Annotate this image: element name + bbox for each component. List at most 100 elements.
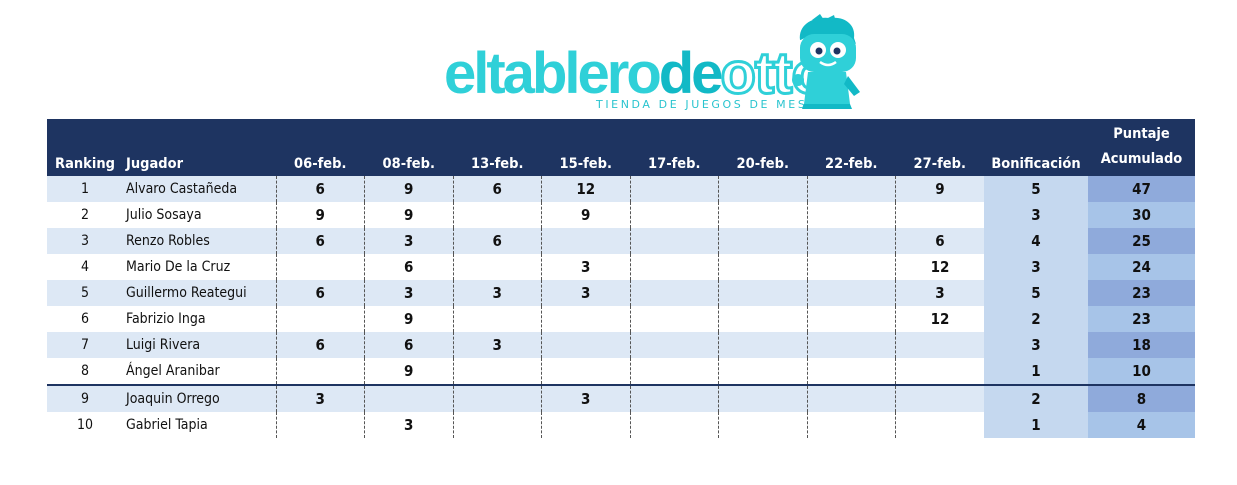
mascot-kid-icon: [792, 14, 860, 109]
bonus-cell: 2: [984, 384, 1088, 412]
bonus-cell: 5: [984, 176, 1088, 202]
score-cell: 3: [453, 280, 542, 306]
score-cell: [807, 202, 896, 228]
score-cell: [718, 202, 808, 228]
score-cell: [541, 332, 631, 358]
header-row: Ranking Jugador 06-feb. 08-feb. 13-feb. …: [47, 119, 1195, 176]
score-cell: [718, 306, 808, 332]
score-cell: [718, 358, 808, 385]
total-cell: 23: [1088, 306, 1195, 332]
score-cell: [807, 254, 896, 280]
score-cell: 12: [895, 254, 984, 280]
header-date: 17-feb.: [630, 119, 719, 176]
score-cell: [541, 306, 631, 332]
score-cell: [718, 332, 808, 358]
score-cell: 6: [364, 254, 454, 280]
score-cell: 3: [541, 254, 631, 280]
logo-word-de: de: [658, 41, 724, 106]
score-cell: [718, 228, 808, 254]
header-total-line1: Puntaje: [1113, 126, 1170, 142]
score-cell: 9: [364, 176, 454, 202]
total-cell: 23: [1088, 280, 1195, 306]
score-cell: 3: [541, 384, 631, 412]
logo-subtitle: TIENDA DE JUEGOS DE MESA: [596, 98, 818, 111]
score-cell: [718, 176, 808, 202]
score-cell: 9: [364, 306, 454, 332]
score-cell: 9: [276, 202, 365, 228]
table-row: 9 Joaquin Orrego 3 3 2 8: [47, 384, 1195, 412]
score-cell: [453, 384, 542, 412]
score-cell: 6: [453, 228, 542, 254]
score-cell: [630, 280, 719, 306]
score-cell: [807, 384, 896, 412]
score-cell: 12: [895, 306, 984, 332]
header-bonus: Bonificación: [984, 119, 1088, 176]
score-cell: [541, 412, 631, 438]
score-cell: [364, 384, 454, 412]
score-cell: 3: [364, 280, 454, 306]
score-cell: [630, 358, 719, 385]
score-cell: 9: [364, 358, 454, 385]
rank-cell: 8: [47, 358, 123, 385]
table-row: 7 Luigi Rivera 6 6 3 3 18: [47, 332, 1195, 358]
header-total-line2: Acumulado: [1100, 151, 1183, 167]
score-cell: [718, 412, 808, 438]
score-cell: [895, 332, 984, 358]
header-date: 20-feb.: [718, 119, 807, 176]
score-cell: [630, 332, 719, 358]
total-cell: 10: [1088, 358, 1195, 385]
player-name-cell: Alvaro Castañeda: [123, 176, 277, 202]
score-cell: [276, 412, 365, 438]
rank-cell: 1: [47, 176, 123, 202]
score-cell: [807, 332, 896, 358]
score-cell: 6: [453, 176, 542, 202]
table-header: Ranking Jugador 06-feb. 08-feb. 13-feb. …: [47, 119, 1195, 176]
score-cell: 3: [276, 384, 365, 412]
ranking-table: Ranking Jugador 06-feb. 08-feb. 13-feb. …: [47, 119, 1195, 438]
score-cell: [453, 412, 542, 438]
rank-cell: 9: [47, 384, 123, 412]
rank-cell: 7: [47, 332, 123, 358]
total-cell: 30: [1088, 202, 1195, 228]
score-cell: [276, 358, 365, 385]
score-cell: [718, 254, 808, 280]
score-cell: [807, 176, 896, 202]
table-row: 6 Fabrizio Inga 9 12 2 23: [47, 306, 1195, 332]
table-row: 3 Renzo Robles 6 3 6 6 4 25: [47, 228, 1195, 254]
rank-cell: 10: [47, 412, 123, 438]
total-cell: 4: [1088, 412, 1195, 438]
score-cell: [541, 358, 631, 385]
total-cell: 24: [1088, 254, 1195, 280]
header-date: 27-feb.: [895, 119, 984, 176]
score-cell: [630, 384, 719, 412]
score-cell: 9: [364, 202, 454, 228]
score-cell: [807, 280, 896, 306]
player-name-cell: Julio Sosaya: [123, 202, 277, 228]
score-cell: [541, 228, 631, 254]
score-cell: [630, 228, 719, 254]
rank-cell: 6: [47, 306, 123, 332]
logo-wordmark: eltablerodeotto: [444, 40, 828, 107]
score-cell: 9: [541, 202, 631, 228]
header-ranking: Ranking: [47, 119, 123, 176]
score-cell: [630, 254, 719, 280]
table-row: 8 Ángel Aranibar 9 1 10: [47, 358, 1195, 385]
score-cell: [453, 254, 542, 280]
player-name-cell: Guillermo Reategui: [123, 280, 277, 306]
bonus-cell: 1: [984, 358, 1088, 385]
score-cell: [807, 412, 896, 438]
score-cell: 6: [276, 280, 365, 306]
score-cell: [807, 228, 896, 254]
table-row: 1 Alvaro Castañeda 6 9 6 12 9 5 47: [47, 176, 1195, 202]
total-cell: 8: [1088, 384, 1195, 412]
player-name-cell: Gabriel Tapia: [123, 412, 277, 438]
score-cell: [807, 358, 896, 385]
table-row: 5 Guillermo Reategui 6 3 3 3 3 5 23: [47, 280, 1195, 306]
score-cell: 12: [541, 176, 631, 202]
score-cell: 6: [276, 332, 365, 358]
player-name-cell: Ángel Aranibar: [123, 358, 277, 385]
table-row: 2 Julio Sosaya 9 9 9 3 30: [47, 202, 1195, 228]
score-cell: 6: [364, 332, 454, 358]
header-date: 15-feb.: [541, 119, 630, 176]
score-cell: [895, 358, 984, 385]
